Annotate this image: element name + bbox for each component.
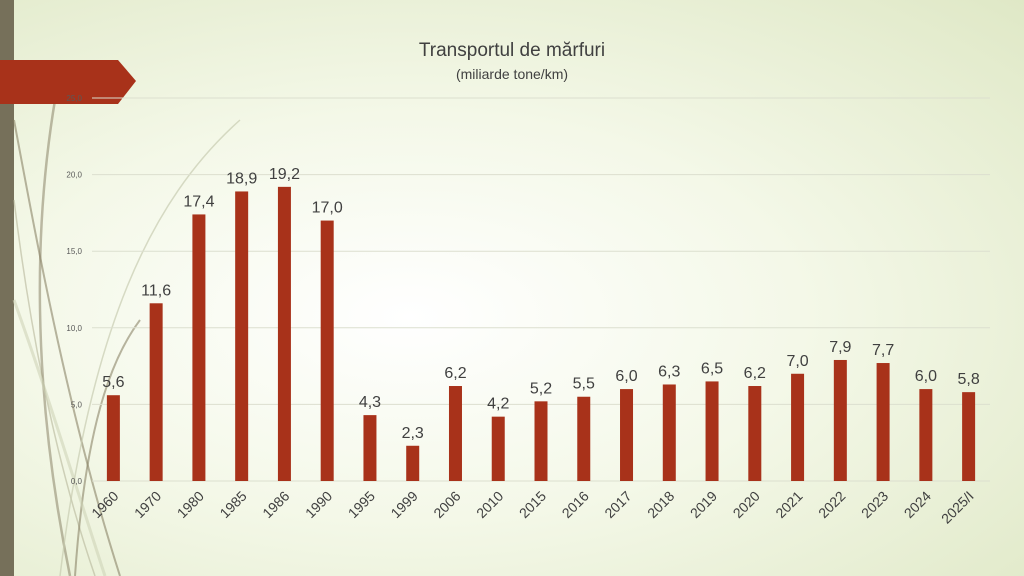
bar — [448, 386, 462, 481]
value-label: 5,6 — [102, 374, 124, 391]
x-tick-label: 2024 — [901, 488, 934, 521]
x-tick-label: 2020 — [730, 488, 763, 521]
x-tick-label: 2018 — [644, 488, 677, 521]
value-label: 18,9 — [226, 170, 257, 187]
x-tick-label: 2019 — [687, 488, 720, 521]
value-label: 7,7 — [872, 342, 894, 359]
bar — [235, 191, 249, 481]
value-label: 6,0 — [615, 368, 637, 385]
bar — [320, 220, 334, 481]
value-label: 2,3 — [402, 425, 424, 442]
value-label: 6,5 — [701, 360, 723, 377]
chart-title: Transportul de mărfuri — [418, 40, 606, 61]
x-tick-label: 2021 — [772, 488, 805, 521]
value-label: 6,2 — [444, 365, 466, 382]
bar — [833, 359, 847, 481]
bar — [363, 415, 377, 481]
value-label: 7,0 — [786, 353, 808, 370]
value-label: 6,0 — [915, 368, 937, 385]
y-tick-label: 5,0 — [71, 400, 83, 409]
x-tick-label: 2025/I — [938, 488, 977, 527]
x-tick-label: 1985 — [216, 488, 249, 521]
bar — [705, 381, 719, 481]
x-tick-label: 2016 — [559, 488, 592, 521]
bar — [534, 401, 548, 481]
x-tick-label: 1970 — [131, 488, 164, 521]
bar — [962, 392, 976, 481]
x-tick-label: 1999 — [387, 488, 420, 521]
y-tick-label: 20,0 — [66, 171, 82, 180]
x-tick-label: 2006 — [430, 488, 463, 521]
bar — [791, 373, 805, 481]
x-tick-label: 2010 — [473, 488, 506, 521]
bar — [919, 389, 933, 481]
bar — [491, 416, 505, 481]
value-label: 5,5 — [573, 376, 595, 393]
x-tick-label: 2023 — [858, 488, 891, 521]
x-tick-label: 1960 — [88, 488, 121, 521]
value-label: 4,3 — [359, 394, 381, 411]
value-label: 7,9 — [829, 339, 851, 356]
arrow-tab-shape — [0, 60, 136, 104]
x-tick-label: 1990 — [302, 488, 335, 521]
x-tick-label: 2017 — [601, 488, 634, 521]
value-label: 17,0 — [312, 200, 343, 217]
y-tick-label: 10,0 — [66, 324, 82, 333]
bar — [277, 186, 291, 481]
y-tick-label: 0,0 — [71, 477, 83, 486]
value-label: 19,2 — [269, 166, 300, 183]
y-tick-label: 15,0 — [66, 247, 82, 256]
left-sidebar-bar — [0, 0, 14, 576]
bar — [662, 384, 676, 481]
value-label: 5,2 — [530, 380, 552, 397]
bar — [106, 395, 120, 481]
value-label: 11,6 — [141, 282, 171, 299]
value-label: 6,2 — [744, 365, 766, 382]
chart-subtitle: (miliarde tone/km) — [455, 66, 569, 82]
bar — [748, 386, 762, 481]
bar — [620, 389, 634, 481]
value-label: 4,2 — [487, 396, 509, 413]
x-tick-label: 1986 — [259, 488, 292, 521]
value-label: 17,4 — [183, 193, 214, 210]
value-label: 5,8 — [957, 371, 979, 388]
x-tick-label: 1980 — [174, 488, 207, 521]
x-tick-label: 2022 — [815, 488, 848, 521]
bar — [406, 445, 420, 481]
bar — [577, 396, 591, 481]
bar — [876, 363, 890, 481]
x-tick-label: 2015 — [516, 488, 549, 521]
bar — [149, 303, 163, 481]
bar — [192, 214, 206, 481]
x-tick-label: 1995 — [345, 488, 378, 521]
y-tick-label: 25,0 — [66, 94, 82, 103]
value-label: 6,3 — [658, 363, 680, 380]
